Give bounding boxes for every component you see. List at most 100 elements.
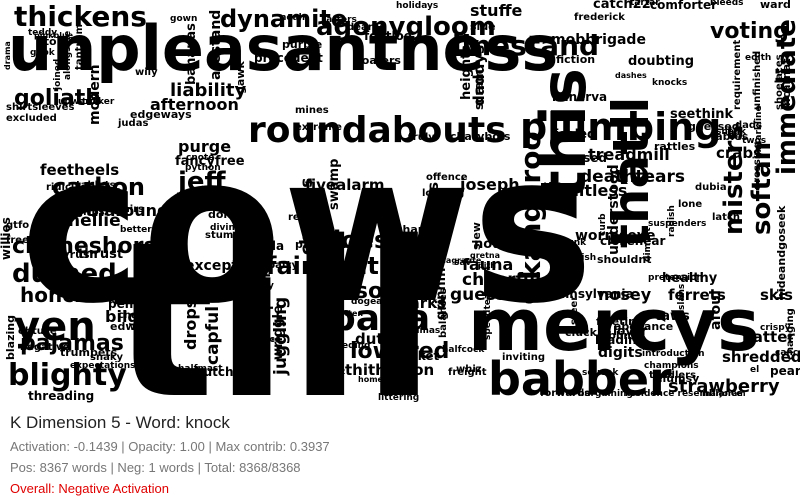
word-willies: willies <box>0 217 13 260</box>
word-chattels: chattels <box>297 178 317 255</box>
word-mobbrigade: mobbrigade <box>551 32 646 48</box>
word-steer: steer <box>569 296 580 325</box>
word-yen: yen <box>14 304 96 350</box>
word-obtuse: obtuse <box>18 326 57 337</box>
word-strawberry: strawberry <box>668 376 780 397</box>
word-guessed: guessed <box>688 120 740 133</box>
word-timbers: timbers <box>320 293 355 302</box>
word-honcho: honcho <box>20 283 102 307</box>
word-extreme: extreme <box>295 122 342 133</box>
word-flagrante: flagrante <box>440 256 482 265</box>
word-pyjamas: pyjamas <box>398 326 440 336</box>
word-hurryrush: hurryrush <box>36 248 97 261</box>
word-agonygloom: agonygloom <box>316 12 496 42</box>
word-edith: edith <box>745 53 771 63</box>
word-paragon: paragon <box>295 238 346 251</box>
word-prisms: prisms <box>259 261 274 310</box>
word-cows: cows <box>20 111 594 349</box>
word-soda: soda <box>252 239 284 253</box>
word-halfcock: halfcock <box>442 345 485 355</box>
word-joined: joined <box>53 59 63 91</box>
word-tantrum: tantrum <box>74 24 85 70</box>
word-fivealarm: fivealarm <box>305 176 384 194</box>
word-lodging: lodging <box>422 188 464 199</box>
word-tucker: tucker <box>82 97 115 107</box>
word-amused: amused <box>554 151 607 165</box>
word-standards: standards <box>310 266 326 345</box>
word-upwards: upwards <box>58 97 101 107</box>
word-closenear: closenear <box>600 234 666 248</box>
word-grinnin: grinnin <box>434 268 449 320</box>
word-halfmast: halfmast <box>178 364 223 374</box>
word-isare: isare <box>185 274 224 290</box>
word-durned: durned <box>12 259 117 289</box>
word-digits: digits <box>598 345 643 361</box>
word-dropsy: dropsy <box>181 288 200 350</box>
word-treadmill: treadmill <box>588 145 670 164</box>
word-dressing: dressing <box>752 142 763 190</box>
word-ferrets: ferrets <box>668 286 726 304</box>
word-wriggle: wriggle <box>271 305 286 360</box>
word-feeding: feeding <box>332 341 371 351</box>
word-shirtsleeves: shirtsleeves <box>6 102 74 113</box>
word-softan: softan <box>747 142 777 235</box>
word-edgeways: edgeways <box>130 108 192 121</box>
word-radish: radish <box>667 205 677 237</box>
word-ridicule: ridicule <box>46 182 88 193</box>
word-doubting: doubting <box>628 54 694 69</box>
word-slue: slue <box>470 20 496 33</box>
word-goliath: goliath <box>14 86 101 111</box>
word-fancyfree: fancyfree <box>175 154 245 169</box>
word-tablets: tablets <box>76 180 116 191</box>
word-lone: lone <box>678 199 702 210</box>
word-ward: ward <box>760 0 791 11</box>
word-catch22: catch22 <box>593 0 651 12</box>
word-penalty: penalty <box>108 297 159 311</box>
word-leading: leading <box>595 333 645 347</box>
word-grips: grips <box>76 207 105 218</box>
word-gawk: gawk <box>234 61 247 94</box>
word-gook: gook <box>30 48 56 58</box>
word-slew: slew <box>470 222 483 250</box>
word-eartharound: eartharound <box>56 201 169 220</box>
word-snaky: snaky <box>90 352 123 363</box>
word-excluded: excluded <box>6 113 57 124</box>
word-scissors: scissors <box>232 216 270 360</box>
word-dearly: dearly <box>347 22 383 33</box>
word-threading: threading <box>28 389 94 403</box>
word-plumbing: plumbing <box>520 105 721 149</box>
word-mines: mines <box>295 105 329 116</box>
word-chairs: chairs <box>110 204 144 215</box>
word-betters: betters <box>120 225 157 235</box>
word-noah: noah <box>280 13 305 23</box>
word-purge: purge <box>178 137 231 156</box>
dimension-title: K Dimension 5 - Word: knock <box>10 413 230 432</box>
word-blighty: blighty <box>8 358 127 393</box>
word-knocks: knocks <box>652 78 687 88</box>
word-cancer: cancer <box>775 348 800 358</box>
word-capful: capful <box>203 306 223 365</box>
word-charts: charts <box>396 223 435 236</box>
word-crispy: crispy <box>760 323 791 333</box>
word-cheerful: cheerful <box>462 270 541 290</box>
word-immediate: immediate <box>772 19 800 175</box>
word-butcher: butcher <box>195 365 248 379</box>
word-misters: misters <box>719 125 749 235</box>
word-python: python <box>185 163 221 173</box>
word-incarnate: incarnate <box>780 51 793 110</box>
word-shoelaces: shoelaces <box>774 54 785 110</box>
word-fleeting: fleeting <box>596 315 644 328</box>
word-freefall: freefall <box>6 235 47 246</box>
word-counts: Pos: 8367 words | Neg: 1 words | Total: … <box>10 460 301 475</box>
word-marjoram: marjoram <box>702 389 746 398</box>
word-diving: diving <box>210 223 241 233</box>
word-stuffe: stuffe <box>470 1 523 20</box>
word-afternoon: afternoon <box>150 95 239 114</box>
word-rec: rec <box>288 212 306 223</box>
word-fittest: fittest <box>317 303 331 345</box>
word-dimwit: dimwit <box>643 227 653 262</box>
word-pennsylvania: pennsylvania <box>544 287 634 301</box>
word-fooled: fooled <box>553 127 596 141</box>
word-freight: freight <box>448 367 487 378</box>
word-el: el <box>750 365 759 375</box>
